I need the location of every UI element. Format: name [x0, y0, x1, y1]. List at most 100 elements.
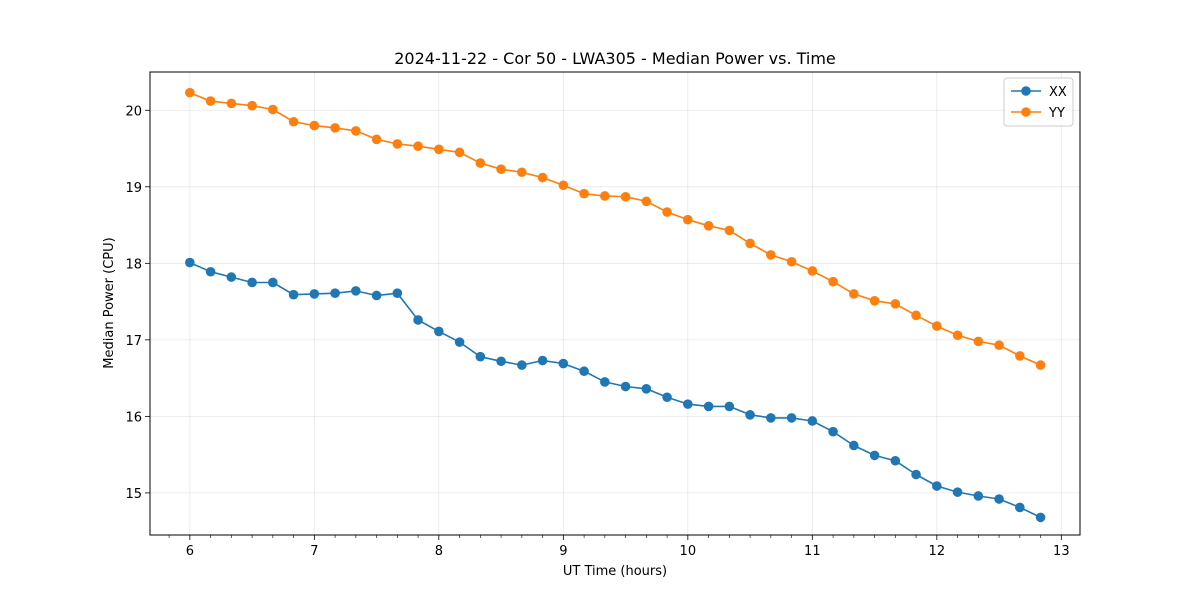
point-xx: [454, 337, 465, 347]
y-tick-label: 18: [125, 257, 142, 272]
point-yy: [413, 141, 423, 152]
x-tick-label: 6: [186, 544, 194, 559]
point-xx: [600, 377, 610, 387]
point-yy: [849, 289, 859, 299]
point-xx: [620, 381, 631, 392]
point-xx: [1015, 502, 1025, 513]
point-xx: [247, 277, 257, 288]
point-yy: [371, 134, 382, 145]
point-yy: [434, 144, 444, 155]
point-xx: [475, 351, 486, 362]
y-tick-label: 17: [125, 334, 142, 349]
y-tick-label: 20: [125, 104, 142, 119]
point-xx: [185, 257, 195, 268]
point-xx: [434, 326, 444, 337]
x-tick-label: 11: [804, 544, 821, 559]
point-yy: [683, 214, 693, 225]
point-yy: [869, 296, 880, 306]
y-tick-label: 15: [125, 487, 142, 502]
point-xx: [268, 277, 278, 288]
x-tick-label: 9: [559, 544, 567, 559]
point-xx: [890, 455, 901, 466]
point-xx: [994, 494, 1004, 504]
legend: XX YY: [1003, 77, 1074, 127]
point-yy: [288, 116, 299, 127]
point-xx: [724, 401, 735, 412]
point-yy: [496, 164, 506, 174]
point-yy: [766, 250, 776, 260]
point-yy: [475, 158, 486, 168]
y-tick-label: 16: [125, 410, 142, 425]
point-yy: [351, 126, 361, 136]
point-xx: [1035, 512, 1046, 523]
legend-label-xx: XX: [1049, 85, 1067, 100]
point-yy: [641, 196, 652, 207]
point-yy: [890, 299, 901, 309]
y-axis-label: Median Power (CPU): [102, 237, 117, 368]
y-tick-label: 19: [125, 181, 142, 196]
point-yy: [309, 120, 320, 131]
x-tick-label: 8: [435, 544, 443, 559]
point-xx: [849, 440, 859, 451]
series-layer: [185, 87, 1046, 523]
point-yy: [994, 340, 1004, 351]
point-yy: [828, 276, 838, 287]
point-xx: [786, 413, 797, 423]
series-xx: [185, 257, 1046, 523]
point-xx: [911, 469, 921, 480]
point-yy: [600, 191, 610, 201]
chart-title: 2024-11-22 - Cor 50 - LWA305 - Median Po…: [394, 49, 836, 68]
point-xx: [309, 289, 320, 299]
point-xx: [579, 366, 589, 377]
x-axis-label: UT Time (hours): [563, 564, 667, 579]
point-yy: [1035, 360, 1046, 370]
x-tick-label: 7: [310, 544, 318, 559]
point-yy: [247, 100, 257, 111]
point-yy: [226, 98, 237, 109]
point-yy: [724, 225, 735, 236]
point-yy: [703, 221, 714, 231]
point-xx: [703, 401, 714, 412]
point-yy: [537, 172, 548, 183]
point-yy: [807, 266, 818, 276]
point-xx: [828, 426, 838, 437]
point-yy: [205, 96, 216, 106]
point-xx: [413, 315, 423, 325]
point-xx: [537, 355, 548, 366]
plot-frame: [149, 71, 1081, 536]
legend-marker-yy: [1021, 107, 1031, 117]
point-xx: [496, 356, 506, 367]
point-xx: [932, 481, 942, 491]
x-tick-label: 10: [680, 544, 697, 559]
legend-label-yy: YY: [1048, 106, 1065, 121]
point-yy: [185, 87, 195, 98]
point-xx: [558, 358, 569, 369]
point-yy: [662, 207, 672, 217]
x-axis: 6 7 8 9 10 11 12 13: [168, 535, 1070, 559]
point-yy: [786, 256, 797, 267]
point-xx: [662, 392, 672, 403]
x-tick-label: 12: [929, 544, 946, 559]
point-xx: [973, 491, 984, 501]
point-yy: [1015, 351, 1025, 361]
point-xx: [392, 288, 403, 298]
point-yy: [973, 336, 984, 347]
point-yy: [620, 191, 631, 202]
point-xx: [351, 286, 361, 296]
point-yy: [911, 310, 921, 321]
point-yy: [330, 123, 340, 133]
point-xx: [683, 399, 693, 409]
y-axis: 15 16 17 18 19 20: [125, 104, 150, 502]
point-xx: [288, 289, 299, 300]
point-xx: [205, 266, 216, 277]
legend-marker-xx: [1021, 86, 1031, 96]
point-xx: [371, 290, 382, 301]
x-tick-label: 13: [1053, 544, 1070, 559]
point-yy: [952, 330, 963, 341]
point-xx: [517, 360, 527, 370]
point-xx: [226, 272, 237, 282]
point-xx: [745, 410, 755, 420]
point-yy: [745, 238, 755, 249]
point-yy: [517, 167, 527, 178]
